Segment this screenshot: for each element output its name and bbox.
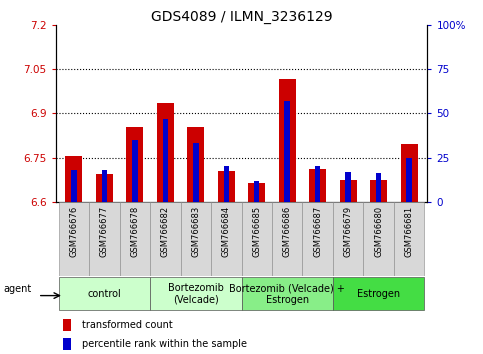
Bar [127,126,143,202]
Bar [242,202,272,276]
Bar [157,103,174,202]
Bar [58,202,89,276]
Bar [340,179,356,202]
Bar [345,172,351,202]
Bar [224,166,229,202]
Text: GSM766685: GSM766685 [252,205,261,257]
Bar [211,202,242,276]
Bar [66,156,82,202]
Text: GSM766683: GSM766683 [191,205,200,257]
Bar [242,277,333,310]
Bar [272,202,302,276]
Text: Estrogen: Estrogen [357,289,400,299]
Bar [193,143,199,202]
Text: GSM766677: GSM766677 [100,205,109,257]
Text: transformed count: transformed count [82,320,172,330]
Bar [284,101,290,202]
Bar [406,158,412,202]
Bar [63,338,71,350]
Text: GSM766682: GSM766682 [161,205,170,257]
Text: Bortezomib (Velcade) +
Estrogen: Bortezomib (Velcade) + Estrogen [229,283,345,305]
Bar [132,140,138,202]
Text: GSM766679: GSM766679 [344,205,353,257]
Bar [394,202,425,276]
Text: GSM766680: GSM766680 [374,205,383,257]
Bar [302,202,333,276]
Bar [279,79,296,202]
Bar [333,277,425,310]
Bar [254,181,259,202]
Bar [309,169,326,202]
Bar [181,202,211,276]
Bar [370,179,387,202]
Text: GSM766686: GSM766686 [283,205,292,257]
Text: percentile rank within the sample: percentile rank within the sample [82,339,247,349]
Bar [333,202,363,276]
Bar [315,166,320,202]
Text: Bortezomib
(Velcade): Bortezomib (Velcade) [168,283,224,305]
Bar [363,202,394,276]
Bar [401,144,417,202]
Bar [187,126,204,202]
Bar [248,183,265,202]
Bar [101,170,107,202]
Text: GSM766681: GSM766681 [405,205,413,257]
Text: GSM766687: GSM766687 [313,205,322,257]
Text: GSM766676: GSM766676 [70,205,78,257]
Bar [120,202,150,276]
Bar [150,277,242,310]
Title: GDS4089 / ILMN_3236129: GDS4089 / ILMN_3236129 [151,10,332,24]
Bar [218,171,235,202]
Bar [96,174,113,202]
Bar [163,119,168,202]
Bar [89,202,120,276]
Bar [58,277,150,310]
Bar [63,319,71,331]
Text: agent: agent [3,284,31,293]
Bar [150,202,181,276]
Text: GSM766684: GSM766684 [222,205,231,257]
Bar [376,173,382,202]
Bar [71,170,77,202]
Text: GSM766678: GSM766678 [130,205,139,257]
Text: control: control [87,289,121,299]
